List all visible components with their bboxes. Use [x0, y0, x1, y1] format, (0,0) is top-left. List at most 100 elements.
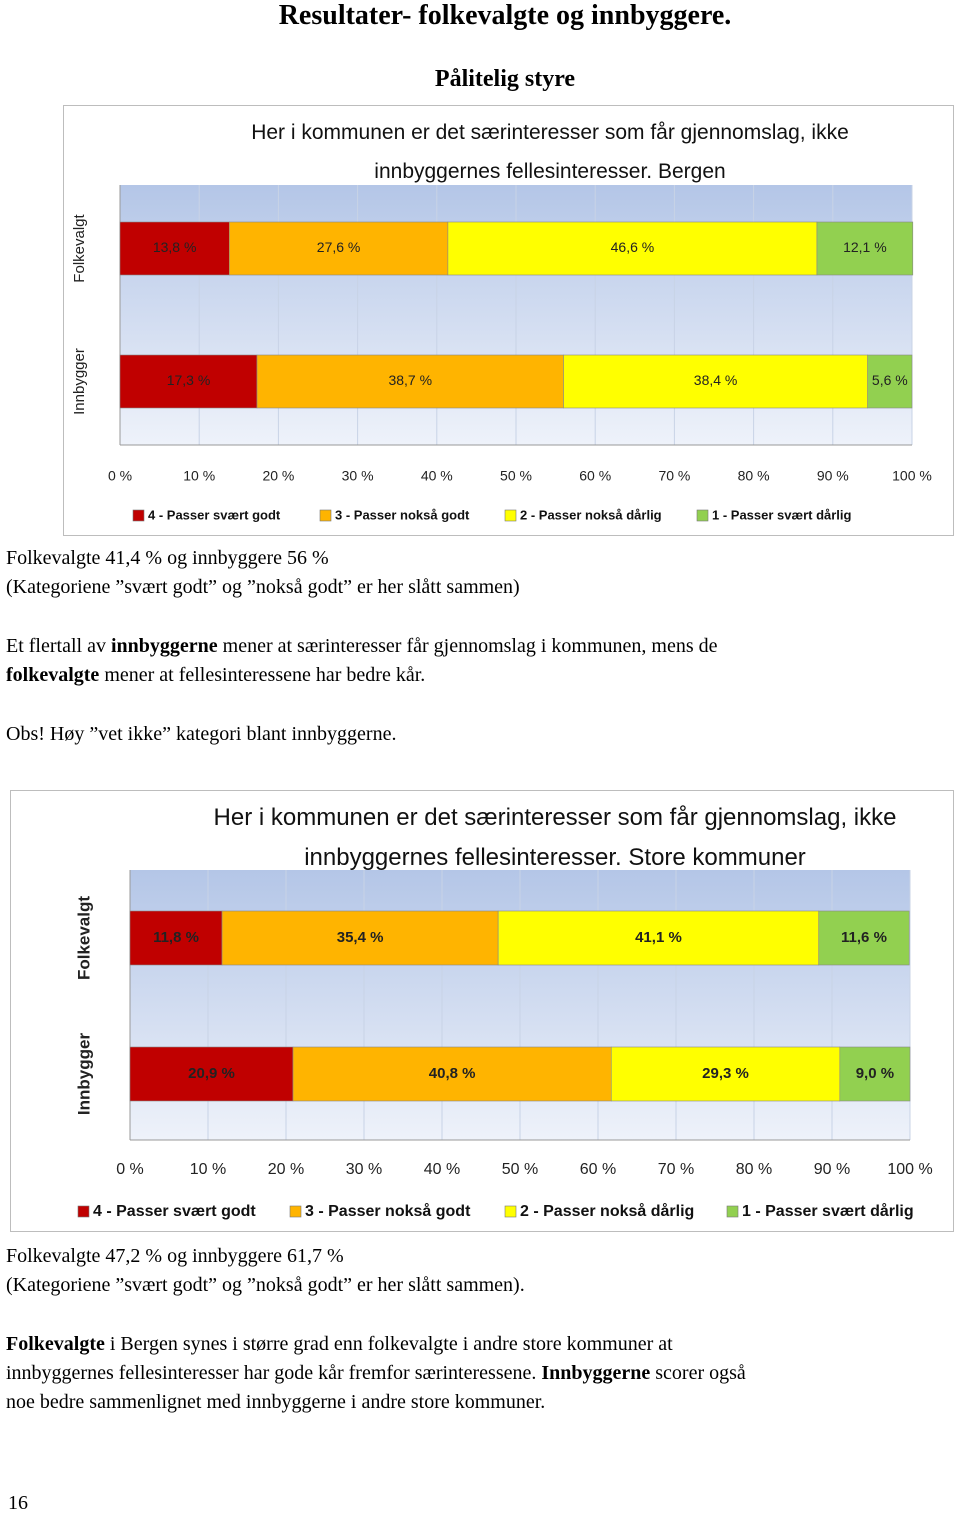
data-label: 20,9 %	[188, 1065, 235, 1082]
bar-segment	[228, 221, 449, 276]
text-run: noe bedre sammenlignet med innbyggerne i…	[6, 1391, 546, 1413]
legend-swatch	[504, 509, 517, 522]
text-run: Innbyggerne	[541, 1362, 651, 1384]
bar-segment	[119, 354, 258, 409]
page-title: Resultater- folkevalgte og innbyggere.	[278, 0, 732, 31]
text-run: Folkevalgte 47,2 % og innbyggere 61,7 %	[6, 1245, 344, 1267]
bar-segment	[816, 221, 914, 276]
legend-label: 1 - Passer svært dårlig	[742, 1202, 914, 1220]
x-tick-label: 70 %	[658, 468, 690, 484]
data-label: 5,6 %	[872, 372, 908, 388]
paragraph: Et flertall av innbyggerne mener at særi…	[6, 632, 718, 690]
text-run: Et flertall av	[6, 635, 111, 657]
chart-title: Her i kommunen er det særinteresser som …	[251, 121, 849, 183]
x-tick-label: 100 %	[887, 1161, 932, 1178]
legend-swatch	[726, 1205, 739, 1218]
text-run: mener at fellesinteressene har bedre kår…	[99, 664, 426, 686]
category-label: Folkevalgt	[71, 213, 88, 282]
data-label: 41,1 %	[635, 929, 682, 946]
text-run: innbyggernes fellesinteresser har gode k…	[6, 1362, 542, 1384]
text-run: folkevalgte	[6, 664, 100, 686]
text-line: (Kategoriene ”svært godt” og ”nokså godt…	[6, 1271, 525, 1300]
data-label: 35,4 %	[337, 929, 384, 946]
data-label: 12,1 %	[843, 239, 887, 255]
chart-title: Her i kommunen er det særinteresser som …	[213, 804, 897, 871]
paragraph: Folkevalgte 47,2 % og innbyggere 61,7 % (…	[6, 1242, 525, 1300]
text-run: (Kategoriene ”svært godt” og ”nokså godt…	[6, 1274, 525, 1296]
x-tick-label: 50 %	[500, 468, 532, 484]
text-run: scorer også	[650, 1362, 746, 1384]
text-run: Folkevalgte	[6, 1333, 105, 1355]
x-tick-label: 90 %	[814, 1161, 850, 1178]
data-label: 9,0 %	[856, 1065, 894, 1082]
x-tick-label: 80 %	[738, 468, 770, 484]
legend-swatch	[504, 1205, 517, 1218]
data-label: 27,6 %	[317, 239, 361, 255]
x-tick-label: 0 %	[108, 468, 132, 484]
data-label: 11,8 %	[153, 929, 199, 946]
data-label: 40,8 %	[429, 1065, 476, 1082]
x-tick-label: 0 %	[116, 1161, 144, 1178]
x-tick-label: 50 %	[502, 1161, 538, 1178]
x-tick-label: 40 %	[424, 1161, 460, 1178]
text-line: Folkevalgte 41,4 % og innbyggere 56 %	[6, 544, 520, 573]
x-tick-label: 80 %	[736, 1161, 772, 1178]
text-run: (Kategoriene ”svært godt” og ”nokså godt…	[6, 576, 520, 598]
legend-label: 1 - Passer svært dårlig	[712, 507, 852, 522]
bar-segment	[447, 221, 818, 276]
category-label: Innbygger	[71, 348, 88, 415]
x-tick-label: 90 %	[817, 468, 849, 484]
paragraph: Obs! Høy ”vet ikke” kategori blant innby…	[6, 720, 396, 749]
bar-segment	[119, 221, 230, 276]
legend-label: 4 - Passer svært godt	[148, 507, 281, 522]
data-label: 11,6 %	[841, 929, 887, 946]
bar-segment	[563, 354, 868, 409]
text-line: Obs! Høy ”vet ikke” kategori blant innby…	[6, 720, 396, 749]
page-number: 16	[8, 1492, 28, 1514]
x-tick-label: 10 %	[190, 1161, 226, 1178]
x-tick-label: 30 %	[346, 1161, 382, 1178]
bar-segment	[839, 1046, 911, 1102]
bar-segment	[818, 910, 910, 966]
x-tick-label: 20 %	[262, 468, 294, 484]
text-run: mener at særinteresser får gjennomslag i…	[217, 635, 718, 657]
bar-segment	[610, 1046, 841, 1102]
x-tick-label: 20 %	[268, 1161, 304, 1178]
chart-frame	[10, 790, 954, 1232]
legend-swatch	[289, 1205, 302, 1218]
bar-segment	[221, 910, 499, 966]
text-line: (Kategoriene ”svært godt” og ”nokså godt…	[6, 573, 520, 602]
paragraph: Folkevalgte 41,4 % og innbyggere 56 % (Ka…	[6, 544, 520, 602]
text-run: i Bergen synes i større grad enn folkeva…	[104, 1333, 673, 1355]
category-label: Innbygger	[74, 1033, 93, 1116]
legend-swatch	[696, 509, 709, 522]
data-label: 46,6 %	[611, 239, 655, 255]
legend-label: 3 - Passer nokså godt	[335, 507, 470, 522]
chart-frame	[63, 105, 954, 536]
x-tick-label: 10 %	[183, 468, 215, 484]
text-run: innbyggerne	[110, 635, 218, 657]
legend-swatch	[132, 509, 145, 522]
legend-label: 2 - Passer nokså dårlig	[520, 507, 662, 522]
data-label: 13,8 %	[153, 239, 197, 255]
page-subtitle: Pålitelig styre	[434, 66, 576, 92]
x-tick-label: 60 %	[579, 468, 611, 484]
bar-segment	[497, 910, 820, 966]
bar-segment	[292, 1046, 612, 1102]
text-line: Folkevalgte 47,2 % og innbyggere 61,7 %	[6, 1242, 525, 1271]
x-tick-label: 100 %	[892, 468, 932, 484]
text-line: noe bedre sammenlignet med innbyggerne i…	[6, 1388, 746, 1417]
x-tick-label: 30 %	[342, 468, 374, 484]
data-label: 17,3 %	[167, 372, 211, 388]
legend-label: 4 - Passer svært godt	[93, 1203, 256, 1220]
paragraph: Folkevalgte i Bergen synes i større grad…	[6, 1330, 746, 1417]
bar-segment	[129, 910, 223, 966]
text-line: innbyggernes fellesinteresser har gode k…	[6, 1359, 746, 1388]
legend-swatch	[77, 1205, 90, 1218]
legend-label: 2 - Passer nokså dårlig	[520, 1202, 694, 1220]
bar-segment	[867, 354, 913, 409]
x-tick-label: 40 %	[421, 468, 453, 484]
bar-segment	[256, 354, 564, 409]
